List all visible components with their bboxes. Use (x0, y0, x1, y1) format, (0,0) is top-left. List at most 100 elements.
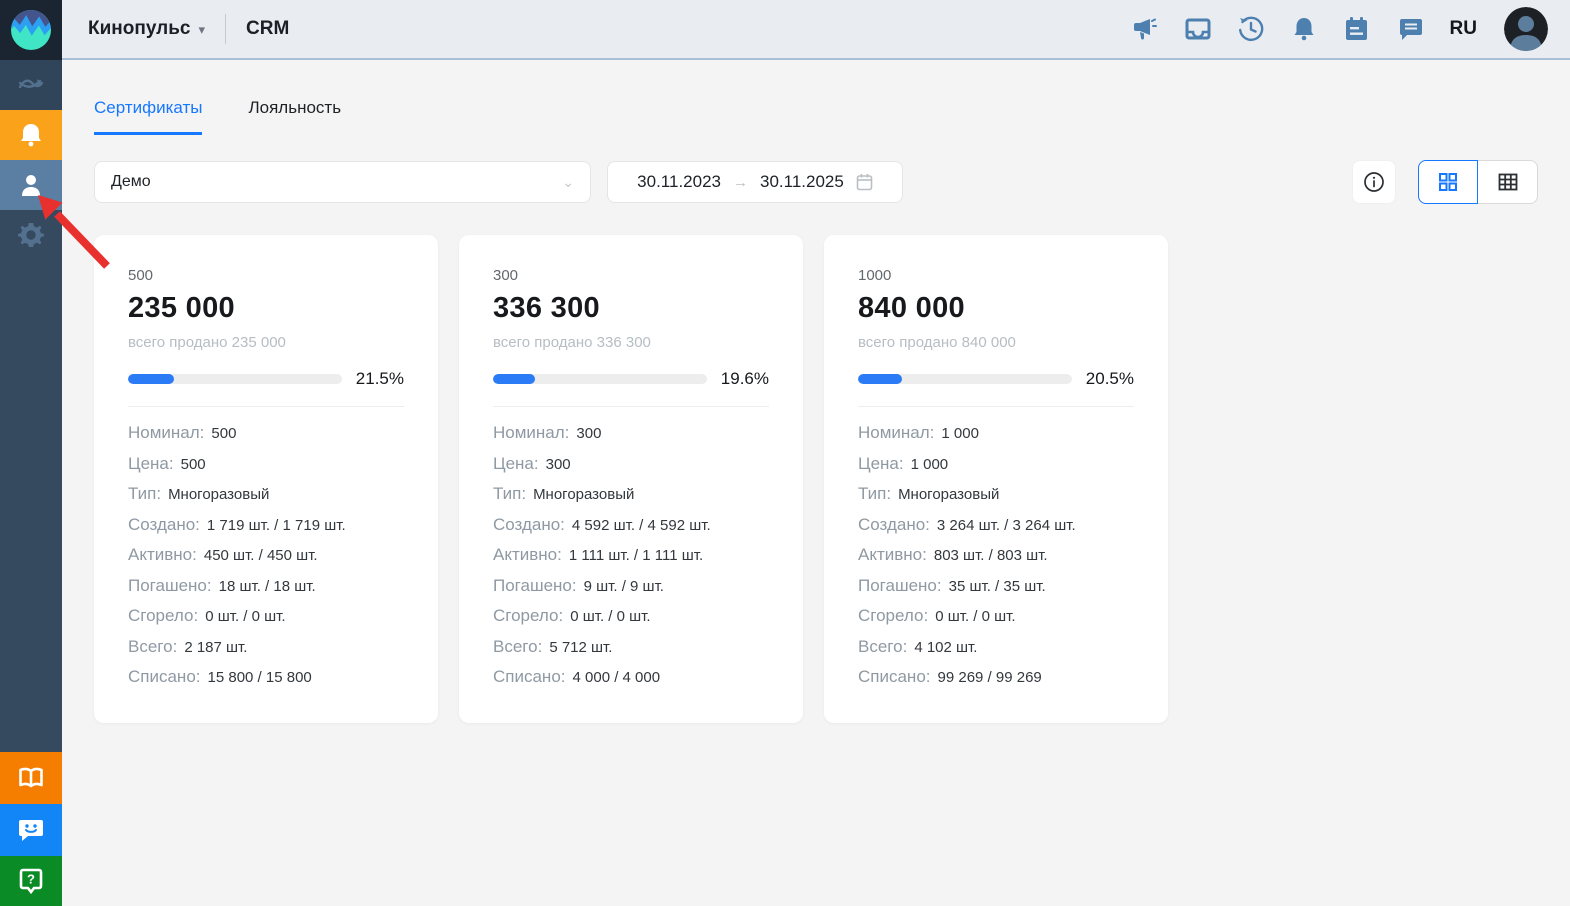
detail-row: Активно: 450 шт. / 450 шт. (128, 540, 404, 571)
detail-value: 35 шт. / 35 шт. (948, 577, 1046, 595)
progress-percent: 19.6% (720, 369, 769, 388)
detail-value: 9 шт. / 9 шт. (583, 577, 664, 595)
certificate-card[interactable]: 300 336 300 всего продано 336 300 19.6% … (459, 235, 803, 723)
progress-percent: 20.5% (1085, 369, 1134, 388)
progress-row: 20.5% (858, 369, 1134, 389)
progress-fill (858, 374, 902, 384)
date-from: 30.11.2023 (637, 172, 721, 191)
card-divider (128, 406, 404, 407)
sidebar-item-notifications[interactable] (0, 110, 62, 160)
sidebar-item-feedback[interactable] (0, 804, 62, 856)
detail-label: Цена: (128, 453, 174, 473)
question-bubble-icon: ? (19, 868, 43, 894)
detail-label: Цена: (858, 453, 904, 473)
detail-label: Активно: (128, 545, 197, 564)
inbox-icon[interactable] (1185, 16, 1211, 42)
bell-icon (19, 122, 43, 148)
chat-icon[interactable] (1397, 16, 1423, 42)
detail-label: Всего: (493, 636, 543, 656)
chevron-down-icon: ⌄ (562, 173, 574, 190)
detail-row: Погашено: 9 шт. / 9 шт. (493, 571, 769, 602)
progress-bar (858, 374, 1072, 384)
history-icon[interactable] (1238, 16, 1264, 42)
workspace-switcher[interactable]: Кинопульс ▾ (88, 18, 205, 40)
user-avatar[interactable] (1504, 7, 1548, 51)
top-header: Кинопульс ▾ CRM (62, 0, 1570, 60)
detail-label: Создано: (858, 514, 930, 534)
megaphone-icon[interactable] (1132, 16, 1158, 42)
detail-row: Тип: Многоразовый (493, 479, 769, 510)
detail-row: Всего: 5 712 шт. (493, 632, 769, 663)
detail-value: 3 264 шт. / 3 264 шт. (936, 516, 1076, 534)
detail-row: Списано: 99 269 / 99 269 (858, 662, 1134, 693)
tab-loyalty[interactable]: Лояльность (248, 98, 342, 117)
detail-row: Сгорело: 0 шт. / 0 шт. (493, 601, 769, 632)
detail-value: 99 269 / 99 269 (937, 669, 1042, 686)
date-to: 30.11.2025 (760, 172, 844, 191)
detail-label: Всего: (858, 636, 908, 656)
detail-label: Создано: (128, 514, 200, 534)
detail-label: Тип: (128, 484, 162, 503)
detail-row: Цена: 500 (128, 449, 404, 480)
detail-row: Погашено: 35 шт. / 35 шт. (858, 571, 1134, 602)
detail-value: 5 712 шт. (549, 638, 613, 656)
grid-view-icon (1438, 172, 1458, 192)
detail-value: 2 187 шт. (184, 638, 248, 656)
detail-value: 15 800 / 15 800 (207, 669, 312, 686)
detail-row: Номинал: 500 (128, 418, 404, 449)
detail-value: 803 шт. / 803 шт. (933, 547, 1048, 564)
view-toggle-grid-button[interactable] (1418, 160, 1478, 204)
date-range-picker[interactable]: 30.11.2023 → 30.11.2025 (607, 161, 903, 203)
bell-icon[interactable] (1291, 16, 1317, 42)
detail-value: 1 719 шт. / 1 719 шт. (206, 516, 346, 534)
detail-label: Тип: (493, 484, 527, 503)
progress-fill (493, 374, 535, 384)
detail-row: Цена: 1 000 (858, 449, 1134, 480)
progress-bar (128, 374, 342, 384)
detail-label: Списано: (128, 667, 201, 686)
detail-row: Погашено: 18 шт. / 18 шт. (128, 571, 404, 602)
certificate-card[interactable]: 500 235 000 всего продано 235 000 21.5% … (94, 235, 438, 723)
detail-value: Многоразовый (533, 486, 635, 503)
detail-row: Активно: 1 111 шт. / 1 111 шт. (493, 540, 769, 571)
card-subtitle: всего продано 840 000 (858, 334, 1016, 351)
detail-row: Создано: 3 264 шт. / 3 264 шт. (858, 510, 1134, 541)
card-details: Номинал: 300 Цена: 300 Тип: Многоразовый… (493, 418, 769, 693)
detail-label: Номинал: (128, 423, 205, 442)
sidebar-item-knowledge-base[interactable] (0, 752, 62, 804)
progress-fill (128, 374, 174, 384)
certificate-select[interactable]: Демо ⌄ (94, 161, 591, 203)
detail-label: Номинал: (493, 423, 570, 442)
chat-smiley-icon (18, 817, 44, 843)
detail-label: Сгорело: (858, 606, 929, 625)
main-content: Сертификаты Лояльность Демо ⌄ 30.11.2023… (62, 62, 1570, 906)
detail-label: Всего: (128, 636, 178, 656)
sidebar-item-help[interactable]: ? (0, 856, 62, 906)
card-total-sold: 235 000 (128, 292, 235, 324)
trending-chart-icon (18, 74, 44, 96)
sidebar-item-contacts[interactable] (0, 160, 62, 210)
progress-bar (493, 374, 707, 384)
detail-label: Списано: (493, 667, 566, 686)
certificate-card[interactable]: 1000 840 000 всего продано 840 000 20.5%… (824, 235, 1168, 723)
gear-icon (18, 222, 44, 248)
detail-row: Всего: 4 102 шт. (858, 632, 1134, 663)
detail-value: 500 (211, 425, 237, 442)
detail-value: 4 000 / 4 000 (572, 669, 661, 686)
tab-certificates[interactable]: Сертификаты (94, 98, 203, 135)
app-logo[interactable] (0, 0, 62, 60)
sidebar-item-analytics[interactable] (0, 60, 62, 110)
detail-value: 0 шт. / 0 шт. (935, 608, 1016, 625)
detail-label: Тип: (858, 484, 892, 503)
calendar-icon[interactable] (1344, 16, 1370, 42)
info-button[interactable] (1352, 160, 1396, 204)
header-actions: RU (1132, 7, 1548, 51)
detail-value: 1 000 (941, 425, 979, 442)
detail-value: 4 592 шт. / 4 592 шт. (571, 516, 711, 534)
view-toggle-table-button[interactable] (1478, 160, 1538, 204)
language-selector[interactable]: RU (1449, 18, 1477, 39)
detail-label: Цена: (493, 453, 539, 473)
card-subtitle: всего продано 235 000 (128, 334, 286, 351)
sidebar-item-settings[interactable] (0, 210, 62, 260)
detail-value: 500 (180, 455, 206, 473)
